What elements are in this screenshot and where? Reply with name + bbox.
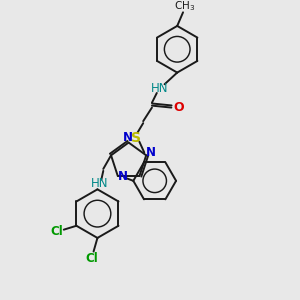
Text: HN: HN (91, 177, 108, 190)
Text: N: N (118, 170, 128, 183)
Text: S: S (131, 131, 141, 145)
Text: N: N (146, 146, 156, 159)
Text: Cl: Cl (85, 252, 98, 265)
Text: O: O (174, 101, 184, 114)
Text: HN: HN (151, 82, 169, 94)
Text: CH$_3$: CH$_3$ (174, 0, 196, 14)
Text: N: N (123, 131, 133, 144)
Text: Cl: Cl (51, 225, 63, 238)
